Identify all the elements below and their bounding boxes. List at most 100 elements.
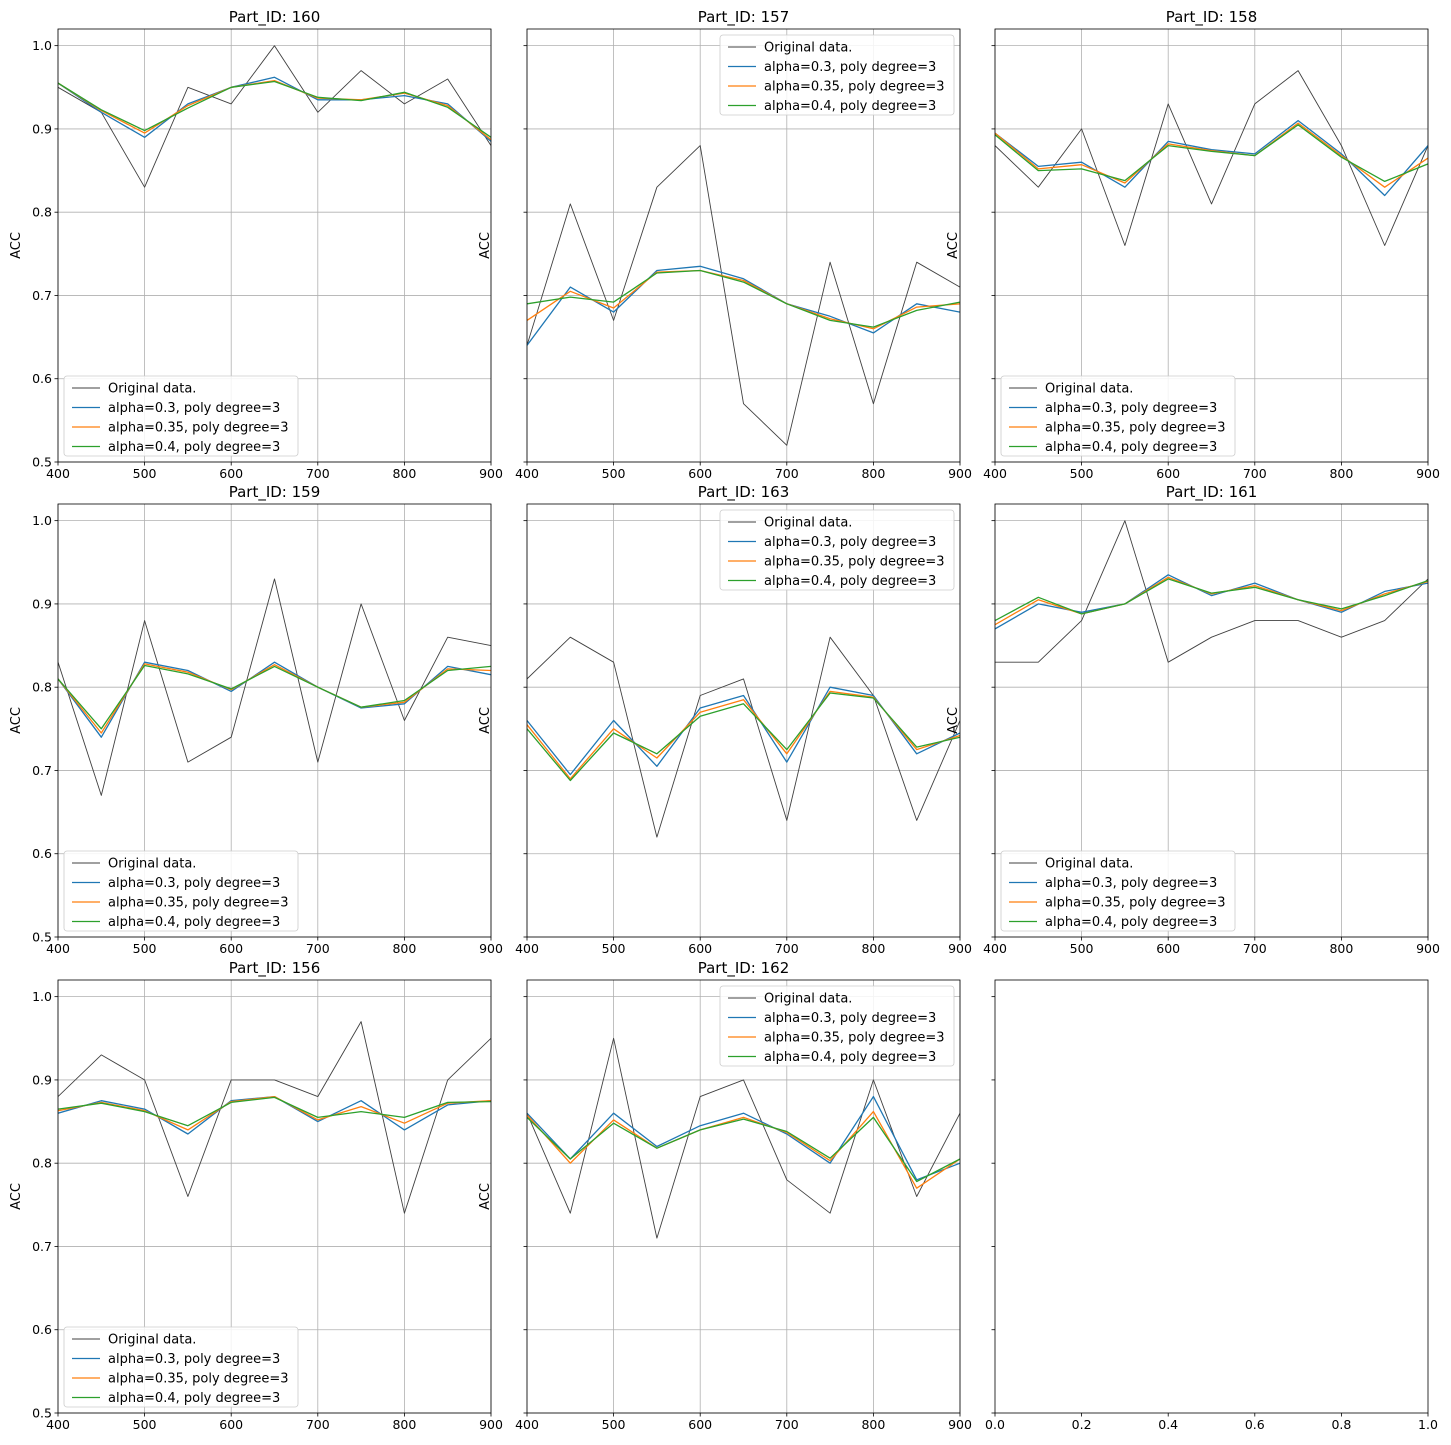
legend-label-3: alpha=0.4, poly degree=3 — [764, 1050, 936, 1065]
x-tick-label: 600 — [688, 941, 712, 956]
series-line-3 — [995, 578, 1428, 622]
y-tick-label: 1.0 — [32, 513, 52, 528]
series-line-1 — [527, 1095, 960, 1181]
series-line-1 — [527, 265, 960, 346]
series-line-0 — [995, 70, 1428, 246]
y-tick-label: 0.5 — [32, 1406, 52, 1421]
series-line-0 — [58, 45, 491, 188]
x-tick-label: 800 — [861, 941, 885, 956]
x-tick-label: 500 — [1070, 466, 1094, 481]
x-tick-label: 500 — [602, 466, 626, 481]
y-tick-label: 0.5 — [32, 455, 52, 470]
legend: Original data. alpha=0.3, poly degree=3 al… — [1000, 850, 1236, 932]
legend-label-3: alpha=0.4, poly degree=3 — [1045, 440, 1217, 455]
series-line-1 — [58, 76, 491, 142]
series-line-1 — [58, 661, 491, 738]
legend-box — [1000, 850, 1236, 932]
legend-label-1: alpha=0.3, poly degree=3 — [764, 1011, 936, 1026]
y-tick-label: 0.9 — [32, 596, 52, 611]
subplot-4: 400 500 600 700 800 900 Part_ID: 163 ACC Origina… — [478, 483, 972, 956]
y-tick-label: 0.8 — [32, 1156, 52, 1171]
x-tick-label: 900 — [948, 466, 972, 481]
x-tick-label: 900 — [479, 1417, 503, 1432]
series-line-0 — [995, 520, 1428, 663]
x-tick-label: 500 — [133, 1417, 157, 1432]
x-tick-label: 900 — [948, 941, 972, 956]
y-axis-label: ACC — [478, 707, 493, 734]
x-tick-label: 500 — [602, 1417, 626, 1432]
legend-label-3: alpha=0.4, poly degree=3 — [764, 574, 936, 589]
subplot-title: Part_ID: 158 — [1166, 8, 1258, 27]
legend-label-2: alpha=0.35, poly degree=3 — [764, 1031, 945, 1046]
legend: Original data. alpha=0.3, poly degree=3 al… — [63, 850, 299, 932]
legend-label-0: Original data. — [1045, 382, 1133, 397]
legend-label-3: alpha=0.4, poly degree=3 — [108, 440, 280, 455]
y-axis-label: ACC — [9, 232, 24, 259]
series-line-2 — [58, 79, 491, 141]
x-tick-label: 900 — [479, 941, 503, 956]
legend-label-2: alpha=0.35, poly degree=3 — [1045, 896, 1226, 911]
x-tick-label: 500 — [133, 466, 157, 481]
x-tick-label: 700 — [306, 941, 330, 956]
x-tick-label: 400 — [983, 466, 1007, 481]
legend: Original data. alpha=0.3, poly degree=3 al… — [63, 1326, 299, 1408]
x-tick-label: 900 — [1416, 466, 1440, 481]
series-line-1 — [995, 119, 1428, 197]
legend-label-3: alpha=0.4, poly degree=3 — [1045, 915, 1217, 930]
axes-frame — [57, 503, 492, 938]
legend-box — [719, 34, 955, 116]
series-group — [527, 145, 960, 446]
y-axis-label: ACC — [946, 232, 961, 259]
x-tick-label: 900 — [1416, 941, 1440, 956]
y-axis-label: ACC — [478, 232, 493, 259]
series-line-2 — [58, 1095, 491, 1131]
legend-label-3: alpha=0.4, poly degree=3 — [108, 915, 280, 930]
x-tick-label: 500 — [602, 941, 626, 956]
subplot-3: 400 500 600 700 800 900 0.5 0.6 0.7 0.8 0.9 1.0 Part… — [9, 483, 503, 956]
legend-box — [719, 985, 955, 1067]
series-line-3 — [58, 1096, 491, 1127]
x-tick-label: 400 — [983, 941, 1007, 956]
axes-frame — [57, 979, 492, 1414]
legend-box — [719, 509, 955, 591]
y-tick-label: 0.5 — [32, 930, 52, 945]
x-tick-label: 400 — [46, 466, 70, 481]
series-line-2 — [58, 663, 491, 734]
x-tick-label: 700 — [306, 466, 330, 481]
x-tick-label: 800 — [392, 1417, 416, 1432]
y-tick-label: 0.7 — [32, 1239, 52, 1254]
x-tick-label: 700 — [775, 1417, 799, 1432]
subplot-title: Part_ID: 161 — [1166, 483, 1258, 502]
legend: Original data. alpha=0.3, poly degree=3 al… — [1000, 375, 1236, 457]
x-tick-label: 700 — [1243, 941, 1267, 956]
x-tick-label: 400 — [515, 941, 539, 956]
legend-label-1: alpha=0.3, poly degree=3 — [108, 401, 280, 416]
subplot-6: 400 500 600 700 800 900 0.5 0.6 0.7 0.8 0.9 1.0 Part… — [9, 959, 503, 1432]
subplot-0: 400 500 600 700 800 900 0.5 0.6 0.7 0.8 0.9 1.0 Part… — [9, 8, 503, 481]
x-tick-label: 400 — [46, 941, 70, 956]
legend-label-2: alpha=0.35, poly degree=3 — [1045, 421, 1226, 436]
legend-label-2: alpha=0.35, poly degree=3 — [108, 421, 289, 436]
x-tick-label: 600 — [219, 1417, 243, 1432]
series-group — [995, 70, 1428, 246]
series-line-0 — [58, 578, 491, 796]
legend-box — [63, 375, 299, 457]
x-tick-label: 500 — [133, 941, 157, 956]
y-tick-label: 0.6 — [32, 1322, 52, 1337]
series-group — [58, 578, 491, 796]
series-group — [58, 45, 491, 188]
subplot-title: Part_ID: 157 — [698, 8, 790, 27]
x-tick-label: 0.0 — [985, 1417, 1005, 1432]
x-tick-label: 700 — [306, 1417, 330, 1432]
series-line-2 — [995, 122, 1428, 188]
series-line-3 — [58, 80, 491, 138]
x-tick-label: 800 — [861, 1417, 885, 1432]
subplot-title: Part_ID: 159 — [229, 483, 321, 502]
x-tick-label: 700 — [775, 941, 799, 956]
subplot-title: Part_ID: 156 — [229, 959, 321, 978]
legend-label-1: alpha=0.3, poly degree=3 — [764, 60, 936, 75]
legend-label-2: alpha=0.35, poly degree=3 — [764, 80, 945, 95]
legend-box — [63, 1326, 299, 1408]
x-tick-label: 800 — [392, 941, 416, 956]
